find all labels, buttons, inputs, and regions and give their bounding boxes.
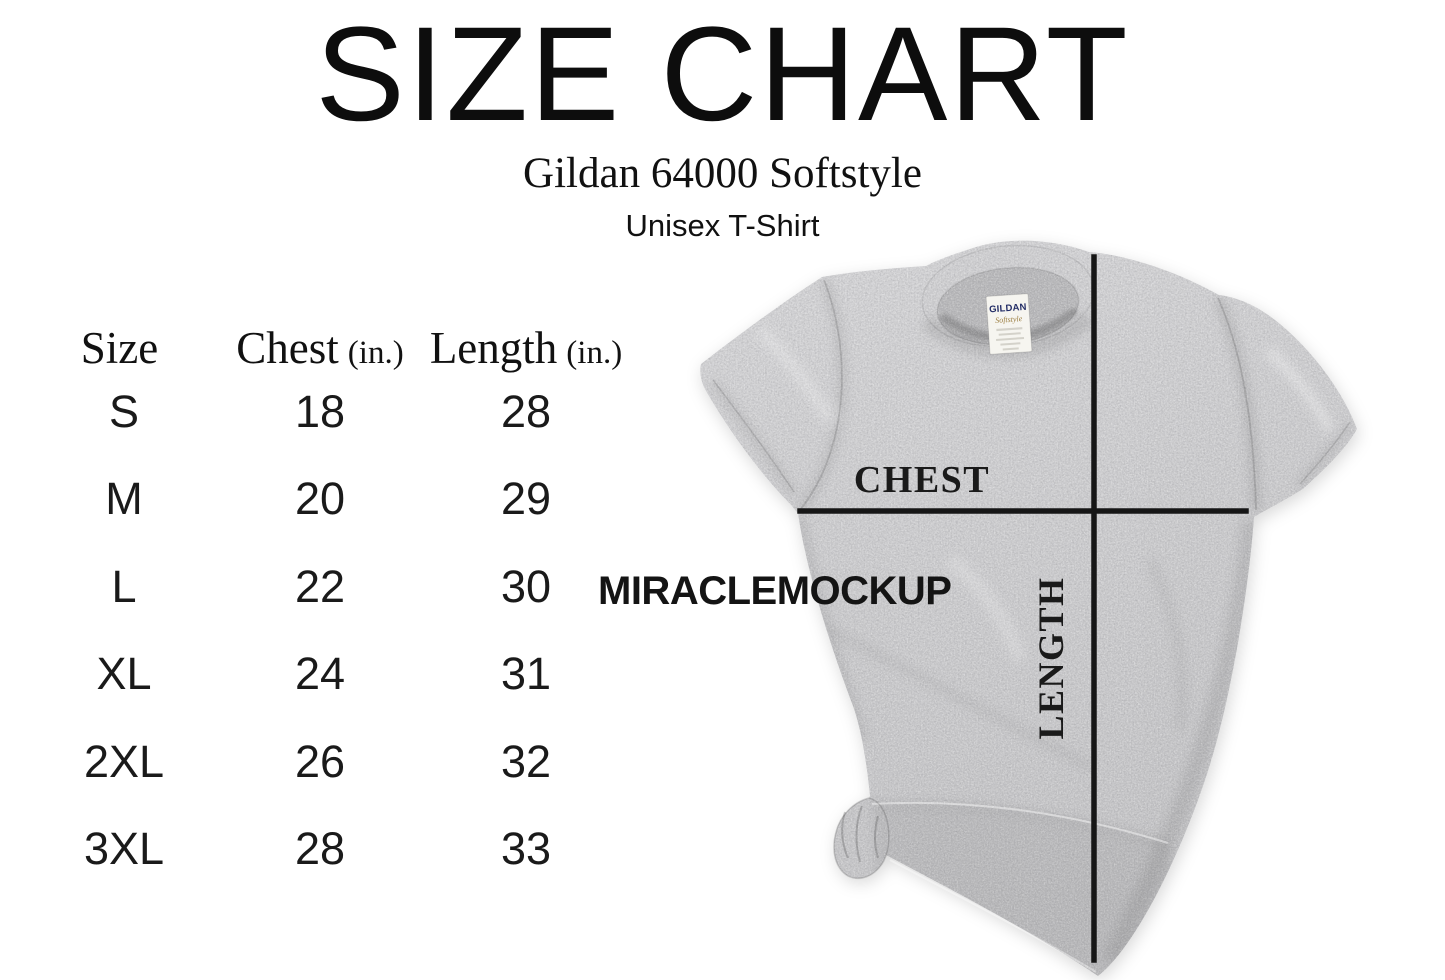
chest-value: 20 — [294, 473, 346, 525]
tag-brand: GILDAN — [989, 302, 1027, 316]
column-header-length: Length (in.) — [420, 312, 632, 373]
chest-label: CHEST — [854, 459, 990, 501]
neck-tag: GILDAN Softstyle — [985, 293, 1033, 355]
column-label: Size — [80, 323, 159, 373]
length-value: 28 — [500, 385, 552, 437]
shirt-seams — [712, 279, 1351, 973]
column-header-size: Size — [28, 312, 220, 373]
size-table: Size Chest (in.) Length (in.) S 18 28 M 20… — [28, 312, 632, 893]
tag-fineprint — [996, 327, 1025, 351]
size-value: XL — [96, 648, 152, 700]
chest-value: 26 — [294, 735, 346, 787]
length-value: 32 — [500, 735, 552, 787]
column-label: Length — [429, 323, 558, 373]
tag-style: Softstyle — [995, 314, 1023, 325]
size-value: L — [111, 560, 137, 612]
chest-value: 22 — [294, 560, 346, 612]
watermark: MIRACLEMOCKUP — [598, 569, 951, 613]
product-type: Unisex T-Shirt — [625, 208, 820, 243]
size-value: S — [108, 385, 139, 437]
chest-value: 24 — [294, 648, 346, 700]
size-value: 2XL — [83, 735, 165, 787]
measure-lines — [797, 254, 1249, 963]
column-unit: (in.) — [347, 335, 404, 371]
chest-value: 18 — [294, 385, 346, 437]
length-label: LENGTH — [1031, 576, 1071, 739]
column-unit: (in.) — [566, 335, 623, 371]
size-value: M — [105, 473, 143, 525]
chest-value: 28 — [294, 823, 346, 875]
length-value: 33 — [500, 823, 552, 875]
length-value: 30 — [500, 560, 552, 612]
knot — [833, 797, 890, 880]
size-value: 3XL — [83, 823, 165, 875]
column-label: Chest — [236, 323, 339, 373]
column-header-chest: Chest (in.) — [220, 312, 420, 373]
length-value: 31 — [500, 648, 552, 700]
product-name: Gildan 64000 Softstyle — [523, 150, 922, 197]
length-value: 29 — [500, 473, 552, 525]
page-title: SIZE CHART — [315, 0, 1130, 149]
